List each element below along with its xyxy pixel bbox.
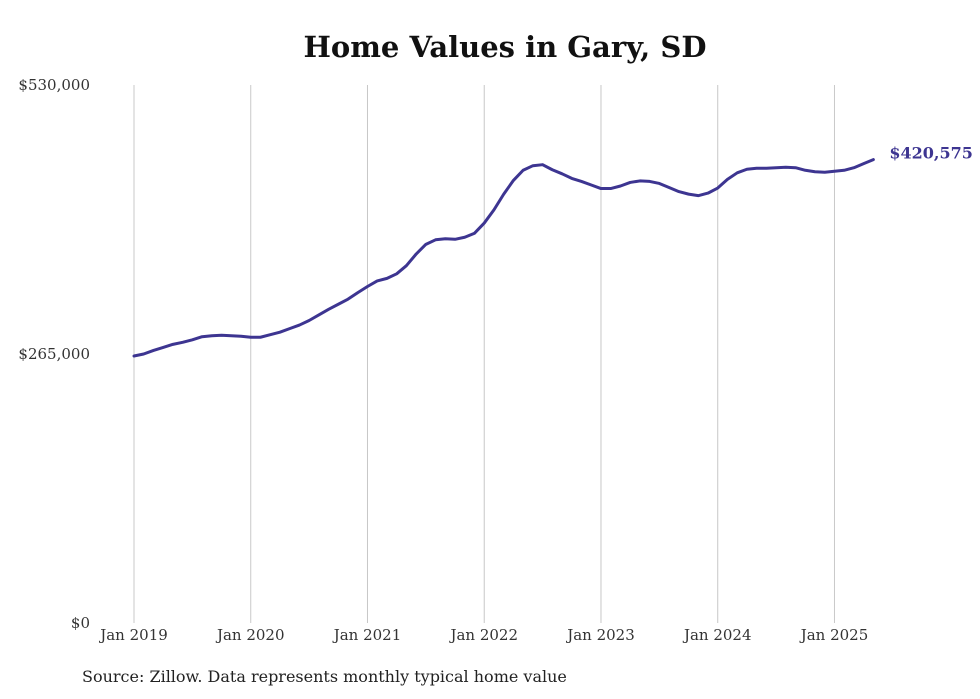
x-tick-label-4: Jan 2023	[565, 626, 635, 644]
grid-lines	[133, 85, 835, 623]
series-line-0	[132, 158, 875, 358]
y-tick-label-0: $0	[71, 614, 90, 632]
x-tick-label-2: Jan 2021	[332, 626, 402, 644]
x-tick-label-5: Jan 2024	[682, 626, 752, 644]
end-value-label: $420,575	[889, 144, 973, 163]
source-note: Source: Zillow. Data represents monthly …	[82, 667, 567, 686]
y-tick-label-1: $265,000	[18, 345, 90, 363]
y-tick-label-2: $530,000	[18, 76, 90, 94]
x-axis-labels: Jan 2019 Jan 2020 Jan 2021 Jan 2022 Jan 2023…	[98, 626, 868, 644]
chart-title: Home Values in Gary, SD	[303, 30, 707, 64]
x-tick-label-0: Jan 2019	[98, 626, 168, 644]
series-group	[132, 158, 875, 358]
x-tick-label-3: Jan 2022	[448, 626, 518, 644]
end-label-group: $420,575	[889, 144, 973, 163]
x-tick-label-6: Jan 2025	[799, 626, 869, 644]
x-tick-label-1: Jan 2020	[215, 626, 285, 644]
y-axis-labels: $0 $265,000 $530,000	[18, 76, 90, 632]
